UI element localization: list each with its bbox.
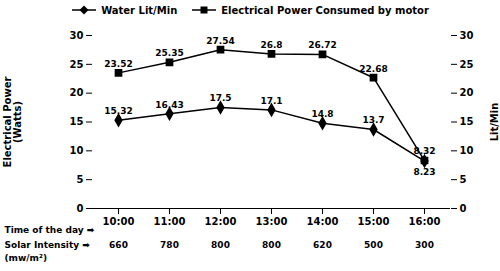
svg-text:20: 20: [70, 87, 84, 98]
svg-text:620: 620: [313, 240, 332, 250]
svg-text:25: 25: [460, 59, 474, 70]
svg-text:800: 800: [211, 240, 230, 250]
svg-text:26.8: 26.8: [260, 40, 282, 50]
svg-text:780: 780: [160, 240, 179, 250]
svg-text:16:00: 16:00: [409, 216, 441, 227]
svg-text:15: 15: [460, 116, 474, 127]
svg-text:500: 500: [364, 240, 383, 250]
svg-text:Time of the day ➡: Time of the day ➡: [5, 225, 95, 235]
svg-text:10: 10: [460, 145, 474, 156]
svg-text:25: 25: [70, 59, 84, 70]
svg-text:11:00: 11:00: [154, 216, 186, 227]
svg-text:22.68: 22.68: [359, 64, 387, 74]
svg-text:13.7: 13.7: [362, 115, 384, 125]
svg-text:5: 5: [460, 174, 467, 185]
svg-text:30: 30: [460, 30, 474, 41]
svg-text:17.1: 17.1: [260, 96, 282, 106]
svg-text:25.35: 25.35: [155, 48, 183, 58]
svg-text:23.52: 23.52: [104, 59, 132, 69]
svg-text:15.32: 15.32: [104, 106, 132, 116]
svg-text:Solar Intensity ➡: Solar Intensity ➡: [5, 240, 91, 250]
svg-text:15: 15: [70, 116, 84, 127]
svg-text:30: 30: [70, 30, 84, 41]
svg-text:660: 660: [109, 240, 128, 250]
svg-text:16.43: 16.43: [155, 100, 183, 110]
svg-text:20: 20: [460, 87, 474, 98]
svg-text:27.54: 27.54: [206, 36, 234, 46]
svg-text:14:00: 14:00: [307, 216, 339, 227]
svg-text:14.8: 14.8: [311, 109, 333, 119]
svg-text:300: 300: [415, 240, 434, 250]
svg-text:0: 0: [460, 203, 467, 214]
svg-text:(mw/m²): (mw/m²): [5, 253, 48, 263]
svg-text:Electrical Power(Watts): Electrical Power(Watts): [2, 77, 23, 168]
html-text:Water Lit/Min: Water Lit/Min: [101, 4, 178, 16]
svg-text:13:00: 13:00: [256, 216, 288, 227]
svg-text:0: 0: [77, 203, 84, 214]
svg-text:800: 800: [262, 240, 281, 250]
svg-text:8.32: 8.32: [413, 146, 435, 156]
svg-text:26.72: 26.72: [308, 40, 336, 50]
svg-text:12:00: 12:00: [205, 216, 237, 227]
svg-text:10:00: 10:00: [103, 216, 135, 227]
html-text:Electrical Power Consumed by m: Electrical Power Consumed by motor: [221, 4, 429, 16]
svg-text:15:00: 15:00: [358, 216, 390, 227]
svg-text:17.5: 17.5: [209, 93, 231, 103]
svg-text:10: 10: [70, 145, 84, 156]
svg-text:Lit/Min: Lit/Min: [489, 103, 500, 142]
svg-text:5: 5: [77, 174, 84, 185]
svg-text:8.23: 8.23: [413, 167, 435, 177]
